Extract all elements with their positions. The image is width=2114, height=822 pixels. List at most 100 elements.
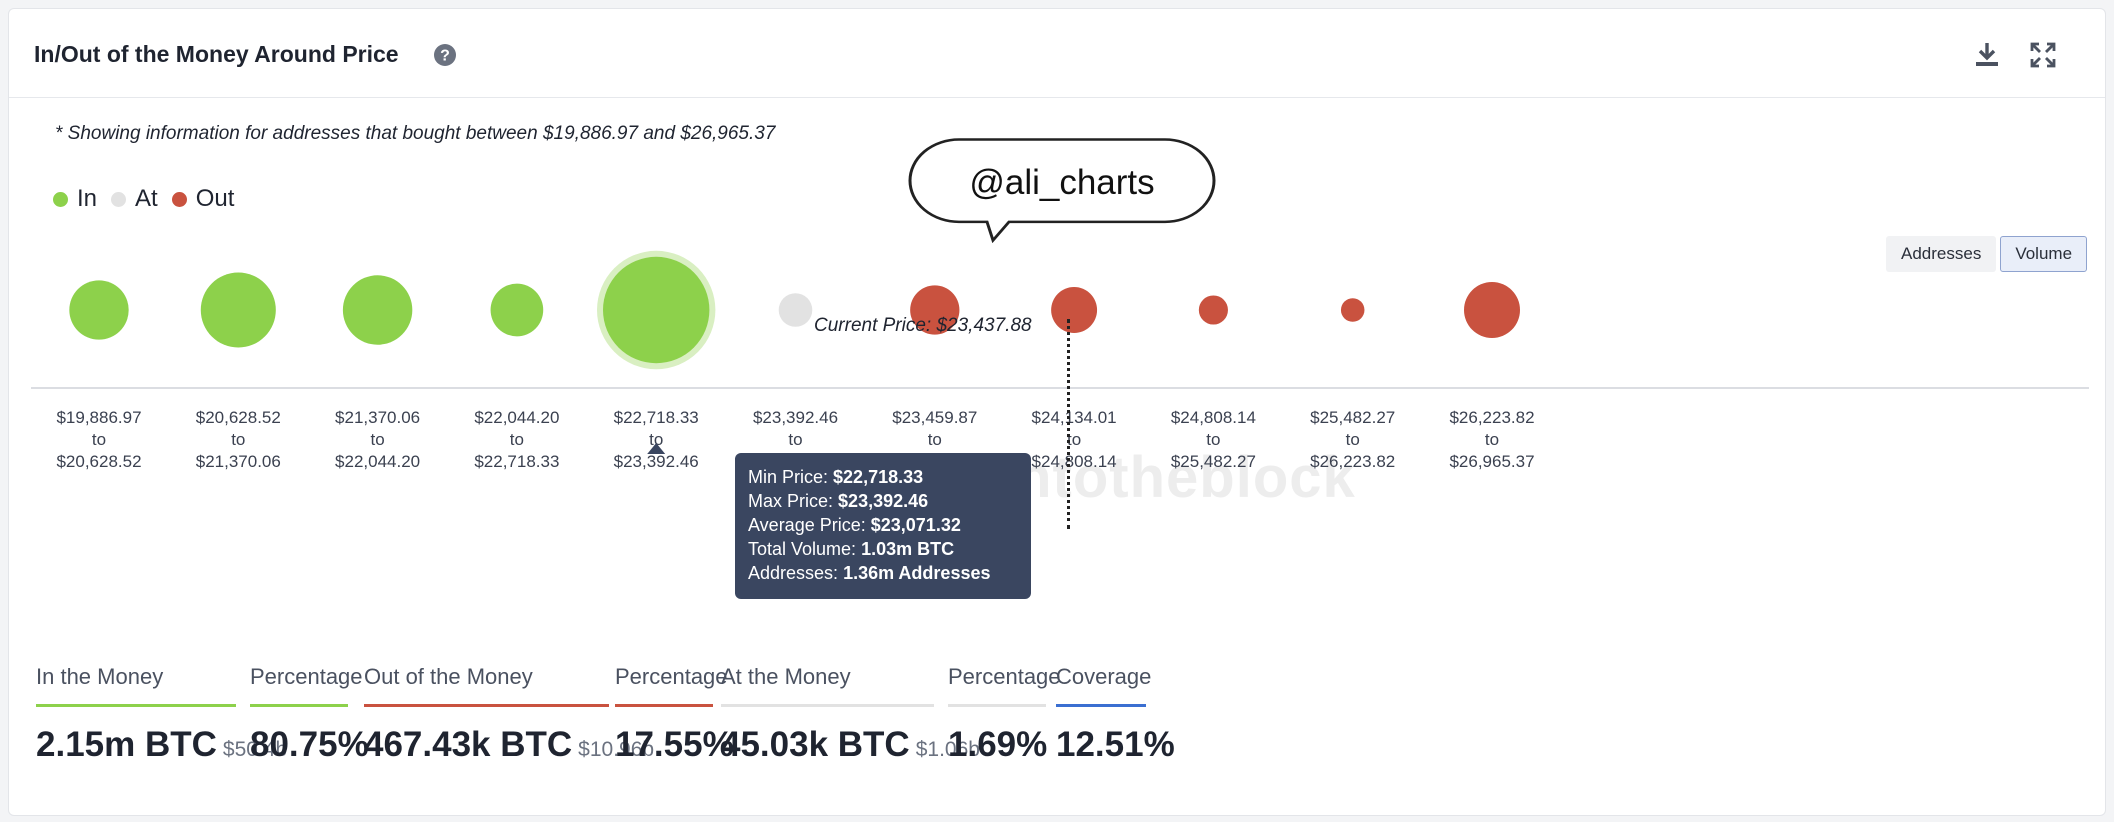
current-price-line — [1067, 319, 1070, 529]
metric-value: 12.51% — [1056, 725, 1175, 764]
tooltip-addresses-value: 1.36m Addresses — [843, 563, 991, 583]
metric-usd-value: $10.96b — [578, 738, 655, 761]
chart-title: In/Out of the Money Around Price — [34, 41, 399, 67]
metric-label: Percentage — [250, 664, 363, 689]
tick-label-connector: to — [231, 430, 245, 449]
speech-bubble-text: @ali_charts — [969, 163, 1154, 202]
tick-label-from: $25,482.27 — [1310, 408, 1395, 427]
addresses-toggle-button[interactable]: Addresses — [1886, 236, 1997, 272]
tick-label-from: $23,392.46 — [753, 408, 838, 427]
tick-label-to: $22,718.33 — [474, 452, 559, 471]
measure-toggle: Addresses Volume — [1882, 236, 2088, 272]
expand-icon[interactable] — [2027, 39, 2059, 71]
metric-label: Percentage — [948, 664, 1061, 689]
tick-label-connector: to — [1485, 430, 1499, 449]
bubble-in[interactable] — [200, 272, 276, 348]
legend-dot-at — [111, 191, 127, 207]
metric-label: In the Money — [36, 664, 164, 689]
bubble-in[interactable] — [490, 283, 544, 337]
metric-1: Percentage 80.75% — [250, 664, 369, 765]
bubble-chart: $19,886.97 to $20,628.52 $20,628.52 to $21,37… — [31, 250, 2089, 471]
metric-underline — [948, 704, 1046, 707]
metric-underline — [721, 704, 934, 707]
tick-label-from: $22,044.20 — [474, 408, 559, 427]
tick-label-to: $20,628.52 — [56, 452, 141, 471]
metric-5: Percentage 1.69% — [948, 664, 1061, 765]
metric-underline — [615, 704, 713, 707]
question-circle-icon[interactable]: ? — [433, 43, 457, 67]
legend-item-in[interactable]: In — [53, 185, 97, 213]
bubble-out[interactable] — [1464, 282, 1520, 338]
legend-item-out[interactable]: Out — [171, 185, 234, 213]
download-icon[interactable] — [1971, 39, 2003, 71]
tick-label-connector: to — [510, 430, 524, 449]
bubble-tooltip: Min Price: $22,718.33 Max Price: $23,392… — [735, 453, 1031, 599]
legend-item-at[interactable]: At — [111, 185, 158, 213]
metric-underline — [36, 704, 236, 707]
bubble-out[interactable] — [1340, 298, 1365, 322]
tooltip-min-value: $22,718.33 — [833, 467, 924, 487]
card-header: In/Out of the Money Around Price ? — [9, 9, 2105, 98]
metric-3: Percentage 17.55% — [615, 664, 734, 765]
bubble-in[interactable] — [603, 256, 710, 364]
tick-label-to: $25,482.27 — [1171, 452, 1256, 471]
metric-value: 80.75% — [250, 725, 369, 764]
metric-value: 1.69% — [948, 725, 1048, 764]
tick-label-to: $26,223.82 — [1310, 452, 1395, 471]
metric-value: 467.43k BTC $10.96b — [364, 725, 655, 764]
tick-label-to: $24,808.14 — [1032, 452, 1117, 471]
legend-label-in: In — [77, 185, 98, 212]
metric-underline — [250, 704, 348, 707]
tick-label-connector: to — [92, 430, 106, 449]
legend-dot-out — [171, 191, 187, 207]
metric-usd-value: $50.4b — [222, 738, 288, 761]
volume-toggle-button[interactable]: Volume — [2000, 236, 2088, 272]
metric-label: Percentage — [615, 664, 728, 689]
bubble-at[interactable] — [778, 293, 813, 327]
tick-label-connector: to — [928, 430, 942, 449]
tooltip-max-value: $23,392.46 — [838, 491, 929, 511]
range-note: * Showing information for addresses that… — [55, 123, 776, 144]
tick-label-to: $26,965.37 — [1449, 452, 1534, 471]
tick-label-from: $24,808.14 — [1171, 408, 1256, 427]
legend-label-at: At — [135, 185, 158, 212]
bubble-in[interactable] — [69, 280, 129, 340]
tick-label-to: $23,392.46 — [614, 452, 699, 471]
bubble-in[interactable] — [342, 275, 413, 345]
tick-label-connector: to — [649, 430, 663, 449]
metric-label: Out of the Money — [364, 664, 533, 689]
metric-underline — [364, 704, 609, 707]
tick-label-connector: to — [788, 430, 802, 449]
metric-value: 45.03k BTC $1.06b — [721, 725, 980, 764]
metric-underline — [1056, 704, 1146, 707]
tooltip-addresses-label: Addresses: — [748, 563, 839, 583]
metric-4: At the Money 45.03k BTC $1.06b — [721, 664, 980, 765]
metric-2: Out of the Money 467.43k BTC $10.96b — [364, 664, 654, 765]
bubble-out[interactable] — [1198, 295, 1228, 325]
tick-label-connector: to — [1206, 430, 1220, 449]
tick-label-connector: to — [371, 430, 385, 449]
tick-label-from: $24,134.01 — [1032, 408, 1117, 427]
legend: In At Out — [53, 185, 248, 213]
tooltip-min-label: Min Price: — [748, 467, 829, 487]
tick-label-from: $23,459.87 — [892, 408, 977, 427]
tooltip-volume-value: 1.03m BTC — [861, 539, 955, 559]
metric-label: At the Money — [721, 664, 851, 689]
svg-text:?: ? — [440, 48, 450, 65]
tick-label-to: $22,044.20 — [335, 452, 420, 471]
tick-label-to: $21,370.06 — [196, 452, 281, 471]
bubble-out[interactable] — [1051, 287, 1098, 333]
tooltip-avg-value: $23,071.32 — [870, 515, 961, 535]
current-price-label: Current Price: $23,437.88 — [814, 315, 1032, 336]
bubble-out[interactable] — [910, 285, 960, 335]
tooltip-volume-label: Total Volume: — [748, 539, 857, 559]
chart-card: In/Out of the Money Around Price ? * Sho… — [8, 8, 2106, 816]
legend-dot-in — [53, 191, 68, 207]
tick-label-connector: to — [1346, 430, 1360, 449]
metric-6: Coverage 12.51% — [1056, 664, 1175, 765]
metric-value: 2.15m BTC $50.4b — [36, 725, 288, 764]
tick-label-connector: to — [1067, 430, 1081, 449]
tooltip-pointer — [647, 443, 666, 454]
watermark: intotheblock — [999, 445, 1356, 510]
tick-label-from: $20,628.52 — [196, 408, 281, 427]
